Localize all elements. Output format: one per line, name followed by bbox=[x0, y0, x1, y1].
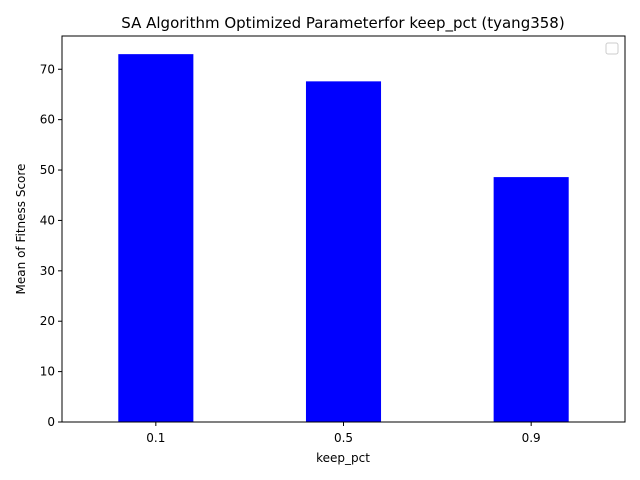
bar-0.9 bbox=[493, 177, 569, 422]
y-tick-label: 70 bbox=[40, 62, 55, 76]
x-tick-label: 0.9 bbox=[522, 431, 541, 445]
x-tick-label: 0.1 bbox=[146, 431, 165, 445]
y-tick-label: 30 bbox=[40, 264, 55, 278]
bar-0.1 bbox=[118, 54, 194, 422]
plot-frame bbox=[61, 35, 626, 423]
y-tick-label: 60 bbox=[40, 113, 55, 127]
y-tick-label: 40 bbox=[40, 213, 55, 227]
bar-0.5 bbox=[305, 81, 382, 422]
bar-series bbox=[118, 54, 569, 422]
y-tick-label: 10 bbox=[40, 365, 55, 379]
legend-box bbox=[605, 42, 619, 55]
y-tick-label: 50 bbox=[40, 163, 55, 177]
y-tick-label: 0 bbox=[47, 415, 55, 429]
x-axis-label: keep_pct bbox=[316, 451, 370, 465]
y-axis-label: Mean of Fitness Score bbox=[14, 164, 28, 295]
x-axis-ticks: 0.1 0.5 0.9 bbox=[146, 422, 541, 445]
x-tick-label: 0.5 bbox=[334, 431, 353, 445]
y-axis-ticks: 0 10 20 30 40 50 60 70 bbox=[40, 62, 62, 429]
chart-title: SA Algorithm Optimized Parameterfor keep… bbox=[121, 14, 564, 33]
y-tick-label: 20 bbox=[40, 314, 55, 328]
